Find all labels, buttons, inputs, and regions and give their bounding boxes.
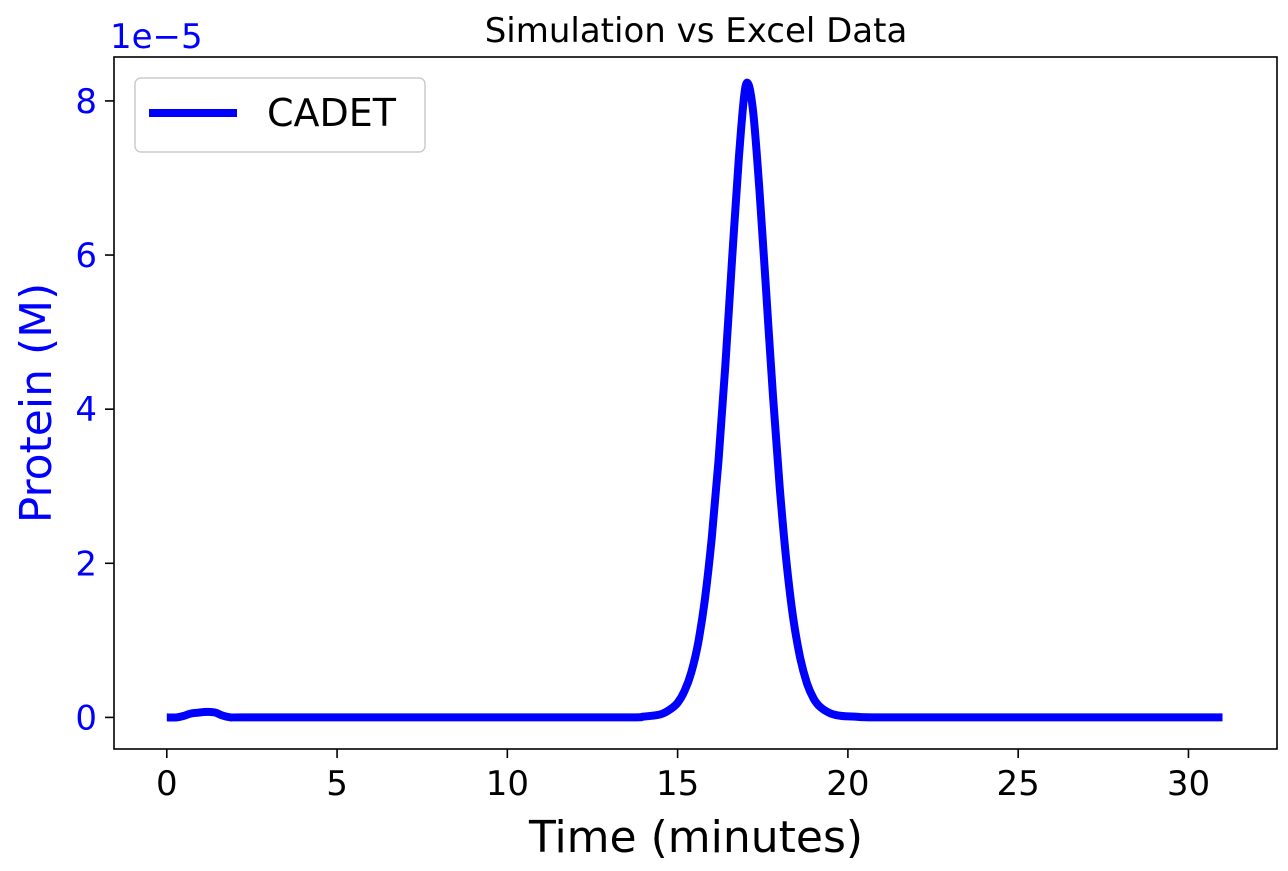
- x-tick-label: 0: [156, 764, 178, 804]
- y-tick-label: 6: [75, 236, 97, 276]
- legend: CADET: [134, 77, 426, 153]
- chart-title: Simulation vs Excel Data: [485, 11, 908, 51]
- x-axis-label: Time (minutes): [528, 812, 863, 863]
- y-tick-label: 8: [75, 82, 97, 122]
- x-tick-label: 20: [826, 764, 869, 804]
- legend-label-cadet: CADET: [267, 91, 397, 135]
- x-axis-ticks: 0 5 10 15 20 25 30: [156, 749, 1210, 804]
- plot-area-frame: [113, 56, 1278, 750]
- series-line-cadet: [166, 78, 1223, 722]
- y-tick-label: 4: [75, 390, 97, 430]
- x-tick-label: 5: [326, 764, 348, 804]
- y-offset-label: 1e−5: [110, 17, 203, 57]
- legend-box: [134, 77, 426, 153]
- y-tick-label: 0: [75, 698, 97, 738]
- y-axis-ticks: 0 2 4 6 8: [75, 82, 114, 738]
- y-tick-label: 2: [75, 544, 97, 584]
- series-layer: [166, 78, 1223, 722]
- x-tick-label: 25: [997, 764, 1040, 804]
- x-tick-label: 15: [656, 764, 699, 804]
- y-axis-label: Protein (M): [11, 283, 62, 524]
- x-tick-label: 10: [486, 764, 529, 804]
- x-tick-label: 30: [1167, 764, 1210, 804]
